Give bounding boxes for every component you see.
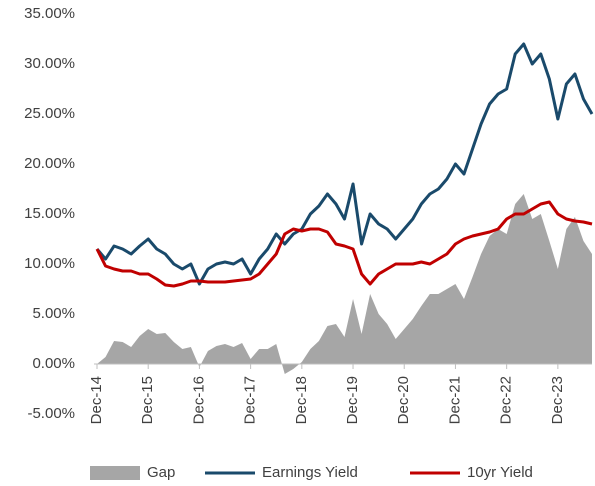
y-tick-label: -5.00% (27, 405, 75, 422)
legend-label: Gap (147, 464, 175, 481)
x-tick-label: Dec-19 (344, 376, 361, 424)
y-tick-label: 35.00% (24, 5, 75, 22)
x-tick-label: Dec-14 (88, 376, 105, 424)
y-tick-label: 15.00% (24, 205, 75, 222)
y-tick-label: 10.00% (24, 255, 75, 272)
legend-label: 10yr Yield (467, 464, 533, 481)
x-tick-label: Dec-18 (293, 376, 310, 424)
x-tick-label: Dec-21 (446, 376, 463, 424)
series-line (95, 42, 594, 286)
y-tick-label: 5.00% (32, 305, 75, 322)
x-tick-label: Dec-23 (549, 376, 566, 424)
series-line (95, 200, 593, 288)
legend-swatch (90, 466, 140, 480)
x-tick-label: Dec-20 (395, 376, 412, 424)
y-tick-label: 30.00% (24, 55, 75, 72)
x-tick-label: Dec-17 (242, 376, 259, 424)
y-tick-label: 0.00% (32, 355, 75, 372)
x-tick-label: Dec-22 (498, 376, 515, 424)
x-tick-label: Dec-16 (190, 376, 207, 424)
gap-area (97, 194, 592, 374)
y-tick-label: 20.00% (24, 155, 75, 172)
y-tick-label: 25.00% (24, 105, 75, 122)
legend-label: Earnings Yield (262, 464, 358, 481)
x-tick-label: Dec-15 (139, 376, 156, 424)
